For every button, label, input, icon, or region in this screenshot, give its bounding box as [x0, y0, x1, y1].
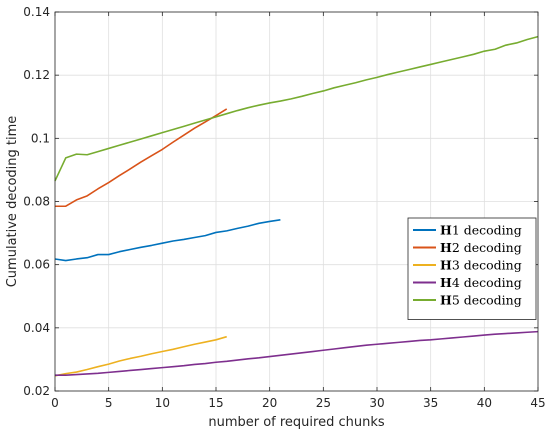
x-axis-label: number of required chunks: [208, 415, 385, 430]
y-tick-label: 0.02: [23, 384, 50, 398]
series-line-5: [54, 35, 539, 182]
legend-entry: H1 decoding: [440, 223, 522, 238]
legend-box: [407, 217, 537, 320]
legend-entry-symbol: H: [440, 223, 452, 238]
legend-entry-name: 5 decoding: [452, 293, 522, 308]
legend-entry-name: 4 decoding: [452, 275, 522, 290]
legend-entry-symbol: H: [440, 275, 452, 290]
x-tick-label: 10: [155, 396, 170, 410]
x-tick-label: 0: [51, 396, 59, 410]
legend-entry-name: 1 decoding: [452, 223, 522, 238]
legend-entry: H5 decoding: [440, 293, 522, 308]
x-tick-labels: 0 5 10 15 20 25 30 35 40 45: [51, 396, 545, 410]
y-axis-label: Cumulative decoding time: [5, 116, 20, 288]
x-tick-label: 20: [262, 396, 277, 410]
x-tick-label: 35: [423, 396, 438, 410]
legend-entry: H2 decoding: [440, 240, 522, 255]
series-line-2: [55, 108, 228, 208]
y-tick-label: 0.04: [23, 321, 50, 335]
y-tick-labels: 0.02 0.04 0.06 0.08 0.1 0.12 0.14: [23, 5, 50, 398]
series-line-1: [54, 219, 281, 262]
legend-entry-symbol: H: [440, 258, 452, 273]
legend-entry-name: 2 decoding: [452, 240, 522, 255]
series-group: [54, 35, 539, 377]
legend-entry: H3 decoding: [440, 258, 522, 273]
y-tick-label: 0.1: [31, 131, 50, 145]
x-tick-label: 30: [369, 396, 384, 410]
legend-entry-symbol: H: [440, 293, 452, 308]
y-tick-label: 0.12: [23, 68, 50, 82]
series-line-4: [55, 330, 539, 377]
y-tick-label: 0.06: [23, 258, 50, 272]
y-tick-label: 0.14: [23, 5, 50, 19]
x-tick-label: 45: [530, 396, 545, 410]
x-tick-label: 40: [477, 396, 492, 410]
x-tick-label: 25: [316, 396, 331, 410]
y-tick-label: 0.08: [23, 195, 50, 209]
x-tick-label: 15: [208, 396, 223, 410]
axis-ticks: [54, 11, 539, 392]
legend-entry-name: 3 decoding: [452, 258, 522, 273]
x-tick-label: 5: [105, 396, 113, 410]
legend-entry-symbol: H: [440, 240, 452, 255]
legend-entry: H4 decoding: [440, 275, 522, 290]
series-line-3: [54, 335, 227, 377]
